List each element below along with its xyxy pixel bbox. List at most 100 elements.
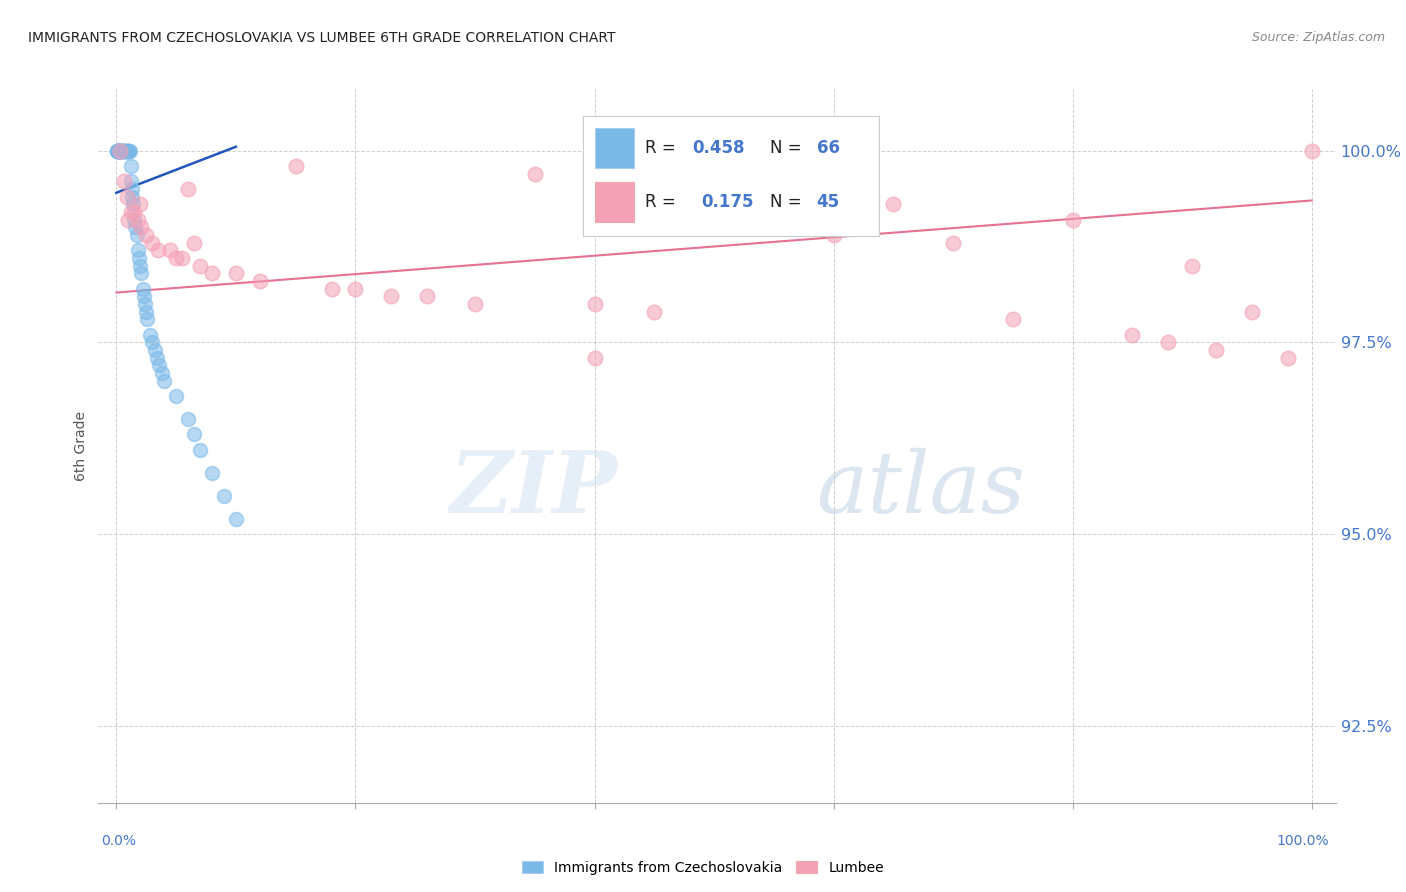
Point <box>321 282 343 296</box>
Point <box>112 144 135 158</box>
Point <box>107 144 129 158</box>
Point <box>131 266 153 280</box>
Point <box>148 244 170 258</box>
Point <box>1205 343 1227 357</box>
Point <box>188 259 211 273</box>
Point <box>583 297 606 311</box>
Point <box>129 259 152 273</box>
Text: N =: N = <box>769 139 807 157</box>
Point <box>882 197 904 211</box>
Point <box>159 244 181 258</box>
Point <box>117 144 139 158</box>
Point <box>122 197 145 211</box>
Point <box>344 282 367 296</box>
Point <box>118 144 141 158</box>
Bar <box>595 128 634 168</box>
Point <box>132 289 155 303</box>
Point <box>110 144 132 158</box>
Point <box>111 144 134 158</box>
Point <box>108 144 131 158</box>
Text: IMMIGRANTS FROM CZECHOSLOVAKIA VS LUMBEE 6TH GRADE CORRELATION CHART: IMMIGRANTS FROM CZECHOSLOVAKIA VS LUMBEE… <box>28 31 616 45</box>
Point <box>118 144 141 158</box>
Text: 0.0%: 0.0% <box>101 834 136 848</box>
Point <box>201 266 224 280</box>
Text: N =: N = <box>769 193 807 211</box>
Point <box>464 297 486 311</box>
Point <box>107 144 129 158</box>
Legend: Immigrants from Czechoslovakia, Lumbee: Immigrants from Czechoslovakia, Lumbee <box>516 855 890 880</box>
Point <box>131 220 153 235</box>
Point <box>124 220 146 235</box>
Point <box>177 412 200 426</box>
Point <box>942 235 965 250</box>
Point <box>1240 304 1263 318</box>
Point <box>1062 212 1084 227</box>
Point <box>107 144 129 158</box>
Point <box>110 144 132 158</box>
Point <box>131 282 153 296</box>
Point <box>120 174 142 188</box>
Point <box>117 144 139 158</box>
Text: 0.175: 0.175 <box>702 193 754 211</box>
Point <box>105 144 128 158</box>
Text: R =: R = <box>645 139 682 157</box>
Point <box>1157 335 1180 350</box>
Point <box>703 189 725 203</box>
Point <box>108 144 131 158</box>
Point <box>1121 327 1143 342</box>
Point <box>107 144 129 158</box>
Point <box>111 144 134 158</box>
Point <box>1181 259 1204 273</box>
Point <box>129 197 152 211</box>
Point <box>150 366 173 380</box>
Point <box>153 374 176 388</box>
Point <box>110 144 132 158</box>
Text: ZIP: ZIP <box>450 447 619 531</box>
Point <box>225 512 247 526</box>
Point <box>380 289 402 303</box>
Point <box>201 466 224 480</box>
Point <box>115 144 138 158</box>
Point <box>141 335 163 350</box>
Point <box>416 289 439 303</box>
Text: Source: ZipAtlas.com: Source: ZipAtlas.com <box>1251 31 1385 45</box>
Point <box>120 205 142 219</box>
Point <box>108 144 131 158</box>
Point <box>172 251 194 265</box>
Point <box>115 189 138 203</box>
Point <box>284 159 307 173</box>
Point <box>139 327 162 342</box>
Point <box>183 235 205 250</box>
Point <box>110 144 132 158</box>
Point <box>112 144 135 158</box>
Point <box>115 144 138 158</box>
Point <box>134 297 156 311</box>
Text: 0.458: 0.458 <box>693 139 745 157</box>
Point <box>115 144 138 158</box>
Point <box>114 144 136 158</box>
Point <box>105 144 128 158</box>
Point <box>188 442 211 457</box>
Point <box>107 144 129 158</box>
Point <box>120 159 142 173</box>
Point <box>165 389 187 403</box>
Point <box>107 144 129 158</box>
Point <box>108 144 131 158</box>
Point <box>108 144 131 158</box>
Point <box>107 144 129 158</box>
Point <box>177 182 200 196</box>
Point <box>128 251 150 265</box>
Point <box>105 144 128 158</box>
Point <box>135 227 157 242</box>
Point <box>108 144 131 158</box>
Point <box>114 144 136 158</box>
Point <box>225 266 247 280</box>
Text: 100.0%: 100.0% <box>1277 834 1329 848</box>
Point <box>143 343 166 357</box>
Point <box>124 205 146 219</box>
Point <box>124 212 146 227</box>
Point <box>148 359 170 373</box>
Point <box>183 427 205 442</box>
Point <box>1001 312 1024 326</box>
Bar <box>595 182 634 222</box>
